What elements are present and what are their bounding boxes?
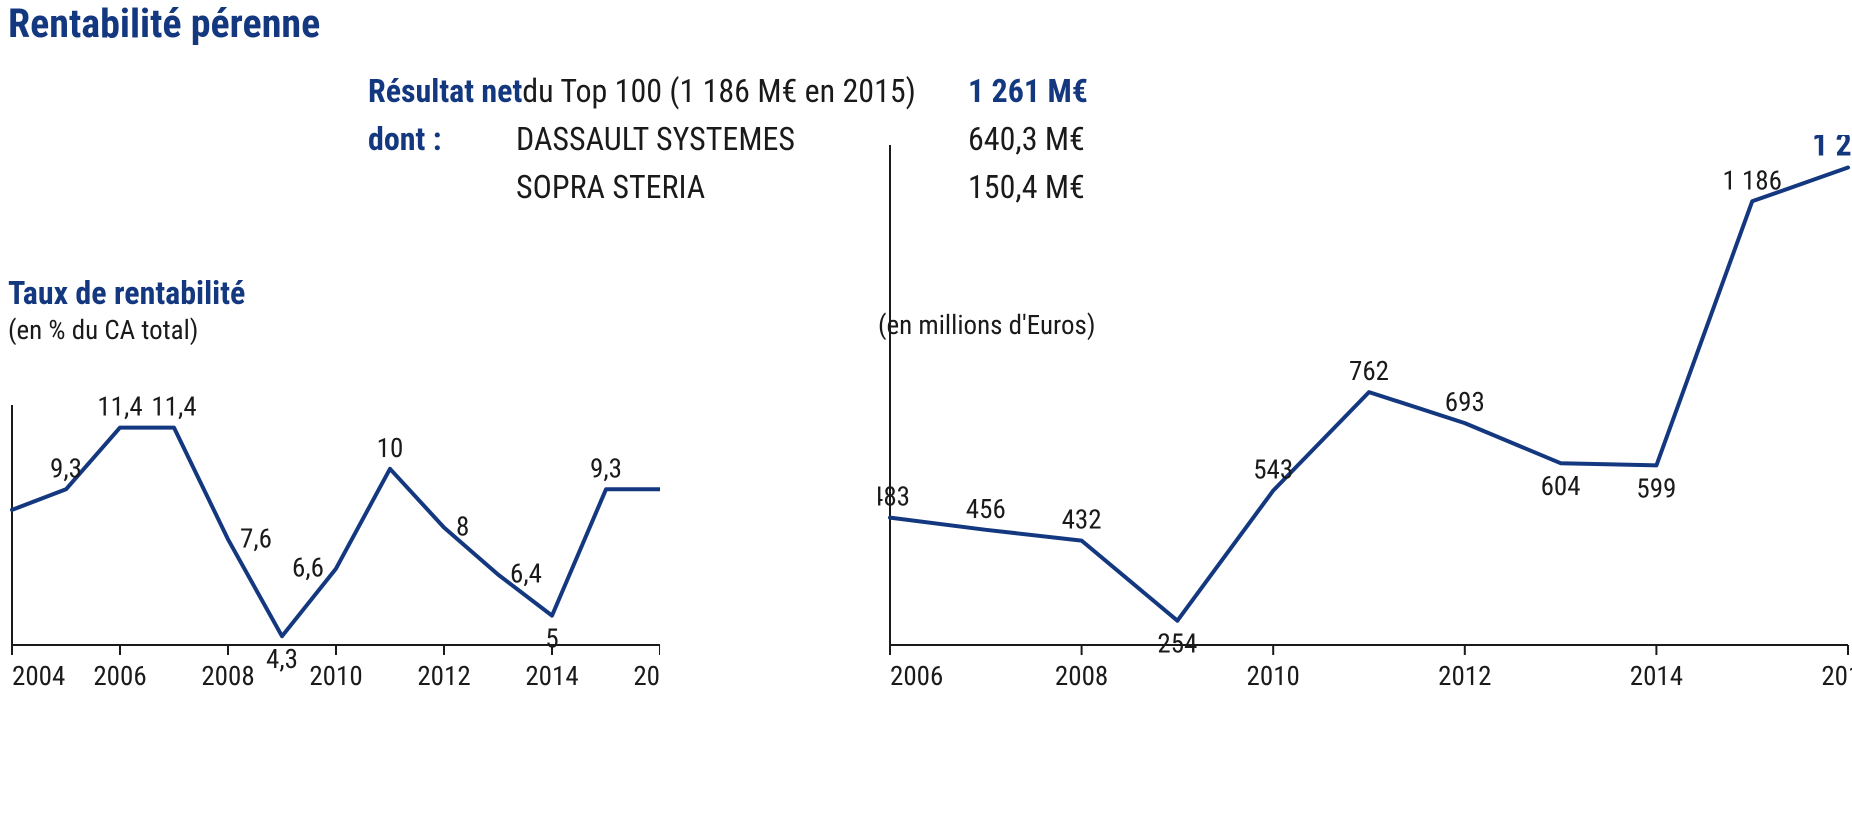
svg-text:6,6: 6,6: [292, 552, 324, 584]
svg-text:7,6: 7,6: [240, 522, 272, 554]
svg-text:599: 599: [1636, 472, 1676, 504]
svg-text:2004: 2004: [12, 660, 65, 692]
svg-text:604: 604: [1541, 470, 1581, 502]
svg-text:2016: 2016: [633, 660, 660, 692]
svg-text:2006: 2006: [93, 660, 146, 692]
svg-text:2006: 2006: [890, 660, 943, 692]
svg-text:6,4: 6,4: [510, 558, 542, 590]
svg-text:9,3: 9,3: [590, 452, 622, 484]
left-chart: 20042006200820102012201420168,69,311,411…: [0, 370, 660, 780]
svg-text:2010: 2010: [309, 660, 362, 692]
kpi-dont-label: dont :: [368, 120, 516, 158]
page-title: Rentabilité pérenne: [8, 0, 320, 47]
svg-text:432: 432: [1062, 504, 1102, 536]
svg-text:2014: 2014: [1630, 660, 1683, 692]
kpi-company-0-name: DASSAULT SYSTEMES: [516, 120, 795, 158]
svg-text:10: 10: [377, 432, 404, 464]
svg-text:2012: 2012: [1438, 660, 1491, 692]
svg-text:11,4: 11,4: [97, 391, 142, 423]
left-chart-heading: Taux de rentabilité (en % du CA total): [8, 274, 245, 346]
svg-text:456: 456: [966, 493, 1006, 525]
kpi-line1-value: 1 261 M€: [968, 72, 1088, 110]
svg-text:2012: 2012: [417, 660, 470, 692]
left-chart-subtitle: (en % du CA total): [8, 314, 245, 346]
svg-text:2016: 2016: [1821, 660, 1852, 692]
kpi-company-1-name: SOPRA STERIA: [516, 168, 705, 206]
svg-text:9,3: 9,3: [50, 452, 82, 484]
svg-text:762: 762: [1349, 355, 1389, 387]
svg-text:5: 5: [545, 623, 558, 655]
right-chart: 2006 2008 2010 2012 2014 2016 483 456 432 254 543 7…: [878, 135, 1852, 780]
svg-text:1 186: 1 186: [1722, 164, 1782, 196]
svg-text:483: 483: [878, 481, 910, 513]
svg-text:8: 8: [456, 511, 469, 543]
svg-text:2010: 2010: [1247, 660, 1300, 692]
svg-text:254: 254: [1157, 628, 1197, 660]
svg-text:2014: 2014: [525, 660, 578, 692]
svg-text:4,3: 4,3: [266, 643, 298, 675]
svg-text:543: 543: [1253, 454, 1293, 486]
svg-text:2008: 2008: [201, 660, 254, 692]
svg-text:2008: 2008: [1055, 660, 1108, 692]
svg-text:693: 693: [1445, 386, 1485, 418]
svg-text:1 261: 1 261: [1812, 135, 1852, 164]
svg-text:11,4: 11,4: [151, 391, 196, 423]
kpi-line1-rest: du Top 100 (1 186 M€ en 2015): [522, 72, 916, 110]
left-chart-title: Taux de rentabilité: [8, 274, 245, 312]
kpi-line1-bold: Résultat net: [368, 72, 522, 110]
